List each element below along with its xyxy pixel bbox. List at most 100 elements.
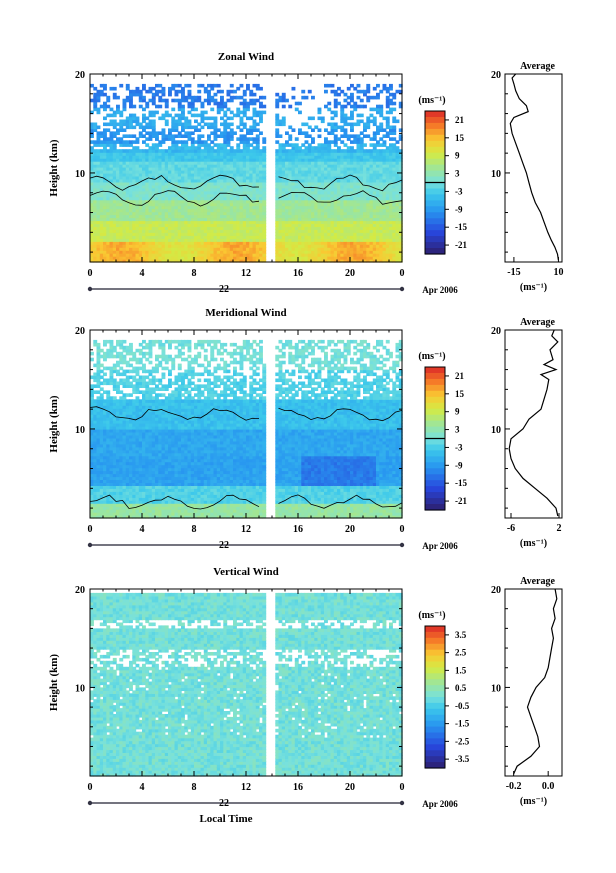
chart-panel-2: Meridional Wind 0 4 8 12 16 20 0 10 20 Height (km)… xyxy=(48,307,563,551)
x-tick-label: 0 xyxy=(88,268,93,279)
colorbar-segment xyxy=(425,134,445,142)
colorbar-segment xyxy=(425,738,445,745)
colorbar-segment xyxy=(425,218,445,225)
colorbar-tick-label: 21 xyxy=(455,115,465,125)
colorbar-unit: (ms⁻¹) xyxy=(418,351,445,362)
y-tick-label: 10 xyxy=(75,683,85,694)
x-tick-label: 4 xyxy=(140,524,145,535)
colorbar-segment xyxy=(425,708,445,716)
x-tick-label: 12 xyxy=(241,524,251,535)
colorbar-segment xyxy=(425,673,445,680)
colorbar-tick-label: -21 xyxy=(455,496,467,506)
colorbar-tick-label: 2.5 xyxy=(455,648,467,658)
colorbar-segment xyxy=(425,456,445,463)
profile-x-tick-label: -0.2 xyxy=(506,781,522,792)
colorbar-segment xyxy=(425,408,445,416)
x-axis-label: Local Time xyxy=(199,813,252,825)
colorbar-segment xyxy=(425,637,445,645)
date-month-label: Apr 2006 xyxy=(422,285,458,295)
profile-title: Average xyxy=(520,317,555,328)
colorbar-segment xyxy=(425,140,445,148)
profile-frame xyxy=(504,73,563,263)
x-tick-label: 0 xyxy=(400,782,405,793)
colorbar-segment xyxy=(425,626,445,633)
profile-line xyxy=(509,73,559,261)
colorbar-frame xyxy=(424,625,446,769)
date-day-label: 22 xyxy=(219,540,229,551)
colorbar-segment xyxy=(425,756,445,763)
colorbar-segment xyxy=(425,432,445,440)
profile-unit: (ms⁻¹) xyxy=(520,796,547,807)
x-tick-label: 20 xyxy=(345,782,355,793)
colorbar-segment xyxy=(425,450,445,457)
profile-unit: (ms⁻¹) xyxy=(520,538,547,549)
colorbar-segment xyxy=(425,164,445,172)
colorbar-segment xyxy=(425,426,445,434)
profile-line xyxy=(513,588,558,775)
colorbar-segment xyxy=(425,691,445,698)
date-axis-end xyxy=(399,800,405,806)
x-tick-label: 20 xyxy=(345,268,355,279)
chart-panel-1: Zonal Wind 0 4 8 12 16 20 0 10 20 Height (km) 22 Apr… xyxy=(48,51,563,295)
colorbar-segment xyxy=(425,685,445,692)
colorbar-segment xyxy=(425,444,445,452)
y-tick-label: 20 xyxy=(75,70,85,81)
colorbar-tick-label: 9 xyxy=(455,151,460,161)
colorbar-segment xyxy=(425,128,445,136)
x-tick-label: 20 xyxy=(345,524,355,535)
profile-x-tick-label: -6 xyxy=(507,523,515,534)
colorbar-tick-label: 1.5 xyxy=(455,665,467,675)
x-tick-label: 16 xyxy=(293,782,303,793)
x-tick-label: 4 xyxy=(140,782,145,793)
profile-x-tick-label: 10 xyxy=(553,267,563,278)
y-tick-label: 20 xyxy=(75,326,85,337)
colorbar-segment xyxy=(425,438,445,446)
date-day-label: 22 xyxy=(219,284,229,295)
y-axis-label: Height (km) xyxy=(48,139,60,196)
date-day-label: 22 xyxy=(219,798,229,809)
colorbar-tick-label: -3 xyxy=(455,186,463,196)
colorbar-unit: (ms⁻¹) xyxy=(418,95,445,106)
profile-frame xyxy=(504,588,563,777)
date-axis-start xyxy=(87,542,93,548)
x-tick-label: 16 xyxy=(293,268,303,279)
colorbar-tick-label: 9 xyxy=(455,407,460,417)
colorbar-segment xyxy=(425,714,445,722)
profile-x-tick-label: -15 xyxy=(507,267,520,278)
profile-frame xyxy=(504,329,563,519)
colorbar-segment xyxy=(425,206,445,213)
profile-unit: (ms⁻¹) xyxy=(520,282,547,293)
zero-contour xyxy=(89,494,403,510)
x-tick-label: 8 xyxy=(192,524,197,535)
colorbar-segment xyxy=(425,224,445,231)
colorbar-unit: (ms⁻¹) xyxy=(418,610,445,621)
colorbar-segment xyxy=(425,732,445,739)
colorbar-tick-label: -15 xyxy=(455,478,467,488)
colorbar-tick-label: -9 xyxy=(455,204,463,214)
y-tick-label: 10 xyxy=(75,169,85,180)
colorbar-segment xyxy=(425,242,445,249)
profile-y-tick-label: 10 xyxy=(491,169,501,180)
colorbar-segment xyxy=(425,367,445,374)
zero-contour xyxy=(89,174,403,192)
x-tick-label: 4 xyxy=(140,268,145,279)
colorbar-segment xyxy=(425,402,445,410)
colorbar-tick-label: -15 xyxy=(455,222,467,232)
zero-contour xyxy=(89,406,403,422)
colorbar-segment xyxy=(425,170,445,178)
colorbar-segment xyxy=(425,182,445,190)
x-tick-label: 8 xyxy=(192,782,197,793)
colorbar-tick-label: 0.5 xyxy=(455,683,467,693)
x-tick-label: 8 xyxy=(192,268,197,279)
profile-line xyxy=(508,329,559,517)
colorbar-segment xyxy=(425,498,445,505)
colorbar-segment xyxy=(425,679,445,686)
chart-title: Zonal Wind xyxy=(218,51,274,63)
colorbar-segment xyxy=(425,390,445,398)
colorbar-tick-label: -3 xyxy=(455,442,463,452)
colorbar-tick-label: -2.5 xyxy=(455,736,470,746)
heatmap-cells xyxy=(90,83,403,263)
colorbar-tick-label: 3 xyxy=(455,169,460,179)
colorbar-segment xyxy=(425,697,445,704)
colorbar-segment xyxy=(425,655,445,663)
